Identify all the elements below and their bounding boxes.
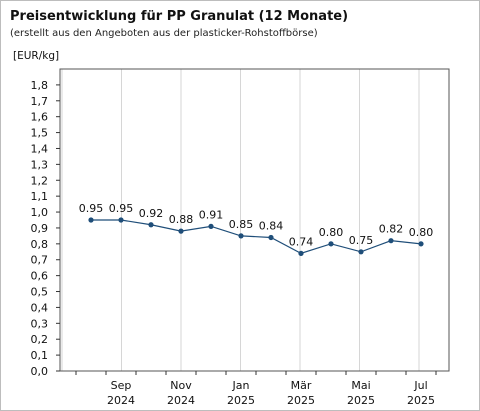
data-point	[418, 241, 424, 247]
y-axis-label: [EUR/kg]	[13, 50, 60, 62]
x-tick-label-month: Jul	[413, 379, 427, 392]
chart-subtitle: (erstellt aus den Angeboten aus der plas…	[10, 28, 318, 39]
chart-title: Preisentwicklung für PP Granulat (12 Mon…	[10, 9, 349, 24]
data-label: 0.95	[109, 202, 134, 215]
y-tick-label: 0,9	[31, 222, 49, 235]
data-point-marker	[328, 241, 334, 247]
y-tick-label: 1,8	[31, 79, 49, 92]
data-point	[118, 217, 124, 223]
data-point-marker	[388, 238, 394, 244]
y-tick-label: 0,4	[31, 301, 49, 314]
data-point-marker	[238, 233, 244, 239]
data-point	[358, 249, 364, 255]
y-tick-label: 0,0	[31, 365, 49, 378]
y-tick-label: 1,0	[31, 206, 49, 219]
data-point	[238, 233, 244, 239]
y-tick-label: 0,1	[31, 349, 49, 362]
y-tick-label: 0,6	[31, 270, 49, 283]
data-point	[388, 238, 394, 244]
y-tick-label: 0,2	[31, 333, 49, 346]
data-label: 0.95	[79, 202, 104, 215]
y-tick-label: 1,4	[31, 142, 49, 155]
y-tick-label: 0,5	[31, 286, 49, 299]
x-tick-label-month: Mai	[351, 379, 370, 392]
y-tick-label: 1,2	[31, 174, 49, 187]
y-tick-label: 1,1	[31, 190, 49, 203]
x-tick-label-year: 2025	[227, 394, 255, 407]
data-label: 0.80	[409, 226, 434, 239]
x-tick-label-year: 2025	[407, 394, 435, 407]
y-tick-label: 1,6	[31, 111, 49, 124]
data-point	[268, 234, 274, 241]
data-point-marker	[358, 249, 364, 255]
data-label: 0.82	[379, 223, 404, 236]
data-point-marker	[298, 250, 304, 256]
data-point	[208, 223, 214, 229]
data-label: 0.91	[199, 208, 224, 221]
data-point-marker	[418, 241, 424, 247]
y-tick-label: 1,7	[31, 95, 49, 108]
y-tick-label: 0,7	[31, 254, 49, 267]
data-label: 0.88	[169, 213, 194, 226]
data-point-marker	[118, 217, 124, 223]
x-tick-label-month: Sep	[111, 379, 132, 392]
y-tick-label: 0,8	[31, 238, 49, 251]
plot-area-border	[59, 68, 450, 372]
data-label: 0.74	[289, 235, 314, 248]
y-tick-label: 1,3	[31, 158, 49, 171]
x-tick-label-month: Mär	[291, 379, 312, 392]
x-tick-label-month: Jan	[232, 379, 250, 392]
data-point-marker	[268, 234, 274, 241]
x-tick-label-year: 2025	[347, 394, 375, 407]
data-label: 0.84	[259, 219, 284, 232]
data-point	[328, 241, 334, 247]
data-point-marker	[208, 223, 214, 229]
data-point	[298, 250, 304, 256]
x-tick-label-year: 2025	[287, 394, 315, 407]
x-tick-label-year: 2024	[167, 394, 195, 407]
data-label: 0.85	[229, 218, 254, 231]
data-point	[148, 222, 154, 228]
x-tick-label-month: Nov	[170, 379, 192, 392]
data-point	[178, 228, 184, 234]
y-tick-label: 1,5	[31, 127, 49, 140]
data-point-marker	[88, 217, 94, 223]
series-line	[91, 219, 422, 255]
data-point-marker	[148, 222, 154, 228]
data-point	[88, 217, 94, 223]
data-point-marker	[178, 228, 184, 234]
data-label: 0.80	[319, 226, 344, 239]
x-tick-label-year: 2024	[107, 394, 135, 407]
data-label: 0.92	[139, 207, 164, 220]
data-label: 0.75	[349, 234, 374, 247]
y-tick-label: 0,3	[31, 317, 49, 330]
